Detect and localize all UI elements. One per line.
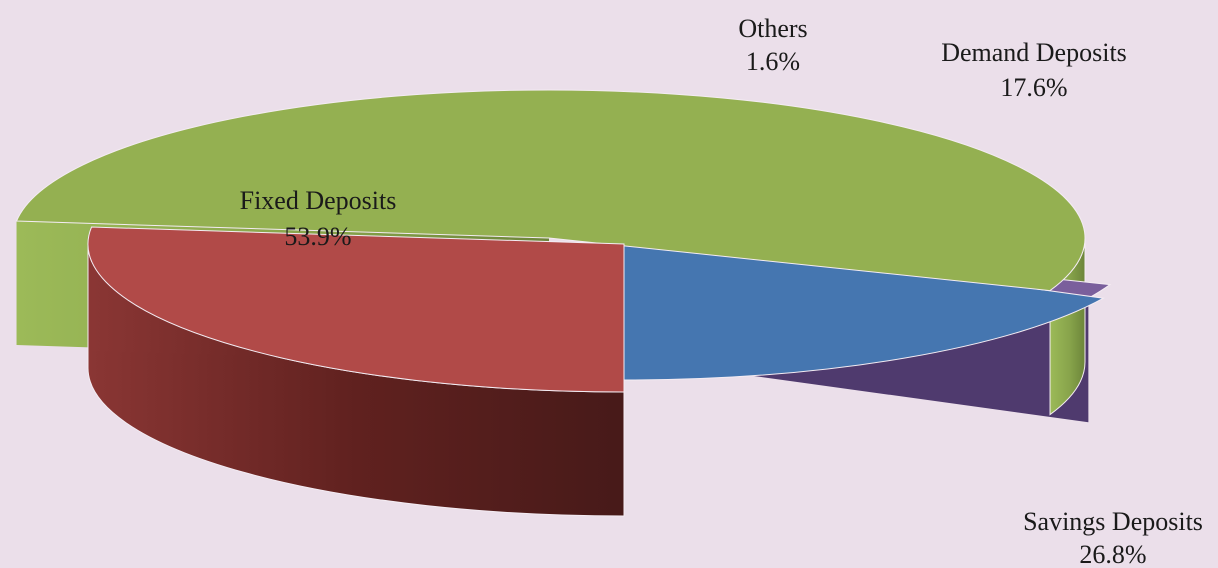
label-name-fixed-deposits: Fixed Deposits: [240, 186, 397, 215]
pie-slice-savings-deposits: [87, 226, 625, 393]
label-value-others: 1.6%: [746, 47, 800, 76]
pie-slice-fixed-deposits: [15, 89, 1086, 292]
label-value-demand-deposits: 17.6%: [1000, 73, 1067, 102]
pie-slice-demand-deposits: [623, 231, 1105, 381]
label-name-demand-deposits: Demand Deposits: [941, 38, 1127, 67]
label-name-savings-deposits: Savings Deposits: [1023, 507, 1203, 536]
label-value-savings-deposits: 26.8%: [1079, 540, 1146, 568]
label-name-others: Others: [738, 14, 807, 43]
label-value-fixed-deposits: 53.9%: [284, 222, 351, 251]
